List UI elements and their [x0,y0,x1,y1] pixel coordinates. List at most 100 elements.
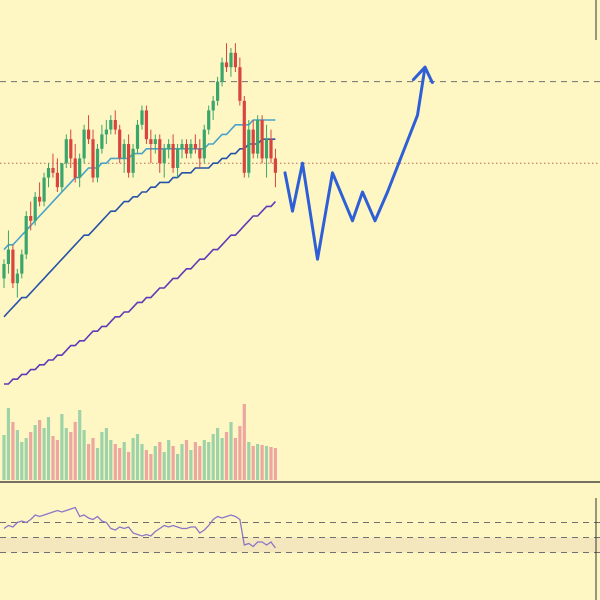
candle-body [60,163,64,188]
volume-bar [33,425,37,480]
volume-bar [211,434,215,480]
candle [198,139,202,168]
candle-body [260,120,264,159]
candle [233,43,237,72]
volume-bar [73,422,77,480]
projection-arrow-head [411,65,434,84]
volume-bar [153,446,157,480]
volume-bar [233,438,237,480]
candle-body [207,110,211,130]
candle-body [211,100,215,111]
volume-bar [273,448,277,480]
volume-bar [224,432,229,480]
volume-bar [247,442,251,480]
volume-bar [109,440,113,480]
candle-body [118,129,122,159]
candle-body [251,129,255,154]
candle-body [82,129,86,159]
candle-body [247,129,251,173]
candle [140,105,144,130]
candle [29,201,33,231]
candle [55,158,59,192]
volume-bar [180,444,184,480]
candle [127,134,131,178]
candle-body [6,249,10,264]
rsi-band [0,537,600,553]
candle-body [273,158,277,173]
candle [118,124,122,164]
volume-bar [131,438,135,480]
candle [82,124,86,164]
candle [104,120,108,144]
candle-body [2,264,6,279]
projection-path [283,65,427,261]
candle [113,110,117,135]
volume-bar [127,452,131,480]
volume-bar [149,454,153,480]
candle-body [15,273,19,284]
candle-body [269,139,273,159]
candle-body [202,129,206,159]
candle [11,244,15,288]
volume-bar [207,442,211,480]
candle [78,153,82,188]
volume-bar [122,442,126,480]
volume-bar [82,430,86,480]
volume-bar [38,420,42,480]
volume-bar [118,448,122,480]
candle-body [122,144,126,159]
volume-bar [220,438,224,480]
candle [46,163,51,188]
candle-body [180,144,184,149]
candle-body [29,216,33,221]
candle-body [38,196,42,202]
moving-average-ma-slow [4,201,276,385]
candle [202,124,206,164]
candle-body [158,139,162,164]
candle [6,230,10,274]
volume-bar [51,436,55,480]
candle [95,144,100,183]
volume-bar [104,428,108,480]
volume-bar [55,440,59,480]
volume-bar [216,428,220,480]
candle [51,153,55,178]
candle-body [233,52,237,68]
volume-bar [202,440,206,480]
candle [251,120,255,159]
candle [144,105,148,144]
candle [184,139,189,159]
candle-body [189,144,193,154]
candle [60,163,64,192]
candle-body [20,254,24,274]
volume-bar [11,422,15,480]
candle [33,192,37,226]
rsi-panel [0,506,600,553]
candle [247,120,251,178]
candles-layer [2,43,277,298]
candle-body [198,148,202,159]
volume-bar [24,438,28,480]
candle [193,134,197,154]
volume-bar [260,445,264,480]
candle [131,144,135,178]
candle-body [264,139,269,159]
candle-body [11,249,15,284]
candle [42,172,46,207]
candle [122,139,126,173]
candle-body [162,148,166,164]
candle [238,57,242,106]
level-lines [0,81,600,164]
candle [167,139,171,159]
volume-bar [78,410,82,480]
candle [229,48,233,77]
volume-bar [171,446,175,480]
candle [38,182,42,207]
candle [135,120,140,154]
candle [109,115,113,135]
candle [15,268,19,298]
volume-bar [158,442,162,480]
candle [216,76,220,106]
candle-body [42,177,46,202]
